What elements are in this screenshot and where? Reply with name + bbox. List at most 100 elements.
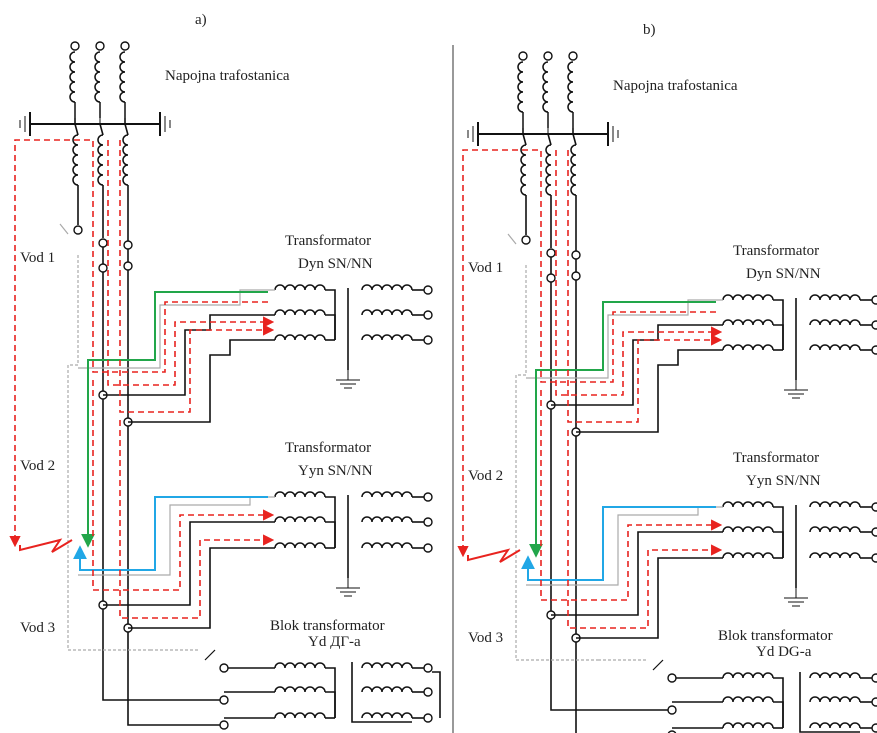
terminal: [424, 688, 432, 696]
coil: [571, 145, 576, 195]
terminal: [424, 286, 432, 294]
coil: [275, 687, 325, 692]
coil: [362, 492, 412, 497]
terminal: [220, 721, 228, 729]
wire: [773, 678, 783, 728]
coil: [275, 543, 325, 548]
terminal: [572, 251, 580, 259]
terminal: [124, 241, 132, 249]
terminal: [424, 336, 432, 344]
wire: [128, 340, 275, 422]
coil: [723, 673, 773, 678]
coil: [723, 697, 773, 702]
coil: [723, 723, 773, 728]
coil: [810, 320, 860, 325]
terminal: [872, 528, 877, 536]
panel-label: a): [195, 12, 207, 28]
coil: [362, 687, 412, 692]
wire: [205, 650, 215, 660]
transformer-subtitle: Dyn SN/NN: [746, 266, 821, 282]
transformer-title: Transformator: [733, 243, 819, 259]
coil: [568, 62, 573, 112]
terminal: [74, 226, 82, 234]
panel: a) Napojna trafostanica Transformator Dyn S…: [15, 12, 440, 729]
transformer-subtitle: Yd DG-a: [756, 644, 812, 660]
fault: [468, 550, 520, 562]
coil: [810, 502, 860, 507]
terminal: [872, 674, 877, 682]
terminal: [872, 296, 877, 304]
terminal: [522, 236, 530, 244]
terminal: [872, 724, 877, 732]
wire: [526, 507, 723, 585]
coil: [810, 527, 860, 532]
wire: [100, 124, 103, 135]
coil: [810, 673, 860, 678]
coil: [810, 723, 860, 728]
diagram: a) Napojna trafostanica Transformator Dyn S…: [0, 0, 877, 733]
coil: [362, 663, 412, 668]
substation-label: Napojna trafostanica: [165, 68, 290, 84]
coil: [723, 502, 773, 507]
substation-label: Napojna trafostanica: [613, 78, 738, 94]
wire: [432, 672, 440, 718]
terminal: [872, 554, 877, 562]
fault-current: [528, 507, 716, 580]
wire: [573, 134, 576, 145]
wire: [508, 234, 516, 244]
fault-current: [120, 420, 272, 618]
coil: [70, 52, 75, 102]
terminal: [572, 272, 580, 280]
transformer-title: Transformator: [285, 233, 371, 249]
coil: [362, 543, 412, 548]
wire: [325, 315, 335, 340]
coil: [275, 663, 325, 668]
wire: [576, 558, 723, 638]
terminal: [99, 239, 107, 247]
coil: [98, 135, 103, 185]
coil: [120, 52, 125, 102]
coil: [275, 335, 325, 340]
transformer-subtitle: Yyn SN/NN: [746, 473, 821, 489]
coil: [521, 145, 526, 195]
fault: [20, 540, 72, 552]
coil: [362, 713, 412, 718]
coil: [275, 492, 325, 497]
coil: [723, 527, 773, 532]
transformer-subtitle: Dyn SN/NN: [298, 256, 373, 272]
terminal: [220, 664, 228, 672]
coil: [275, 517, 325, 522]
coil: [275, 285, 325, 290]
terminal: [547, 249, 555, 257]
terminal: [872, 321, 877, 329]
wire: [75, 124, 78, 135]
wire: [576, 350, 723, 432]
panel-label: b): [643, 22, 656, 38]
coil: [723, 345, 773, 350]
coil: [362, 335, 412, 340]
terminal: [424, 714, 432, 722]
coil: [723, 295, 773, 300]
line-label: Vod 1: [468, 260, 503, 276]
coil: [518, 62, 523, 112]
terminal: [424, 664, 432, 672]
transformer-subtitle: Yd ДГ-а: [308, 634, 361, 650]
wire: [325, 692, 335, 718]
coil: [73, 135, 78, 185]
wire: [773, 532, 783, 558]
terminal: [547, 274, 555, 282]
terminal: [424, 518, 432, 526]
line-label: Vod 3: [468, 630, 503, 646]
transformer-title: Blok transformator: [718, 628, 833, 644]
coil: [275, 713, 325, 718]
wire: [60, 224, 68, 234]
wire: [325, 668, 335, 718]
transformer-subtitle: Yyn SN/NN: [298, 463, 373, 479]
wire: [773, 325, 783, 350]
terminal: [96, 42, 104, 50]
coil: [362, 310, 412, 315]
transformer-title: Blok transformator: [270, 618, 385, 634]
panel: b) Napojna trafostanica Transformator Dyn S…: [463, 22, 877, 733]
wire: [325, 522, 335, 548]
transformer-title: Transformator: [733, 450, 819, 466]
